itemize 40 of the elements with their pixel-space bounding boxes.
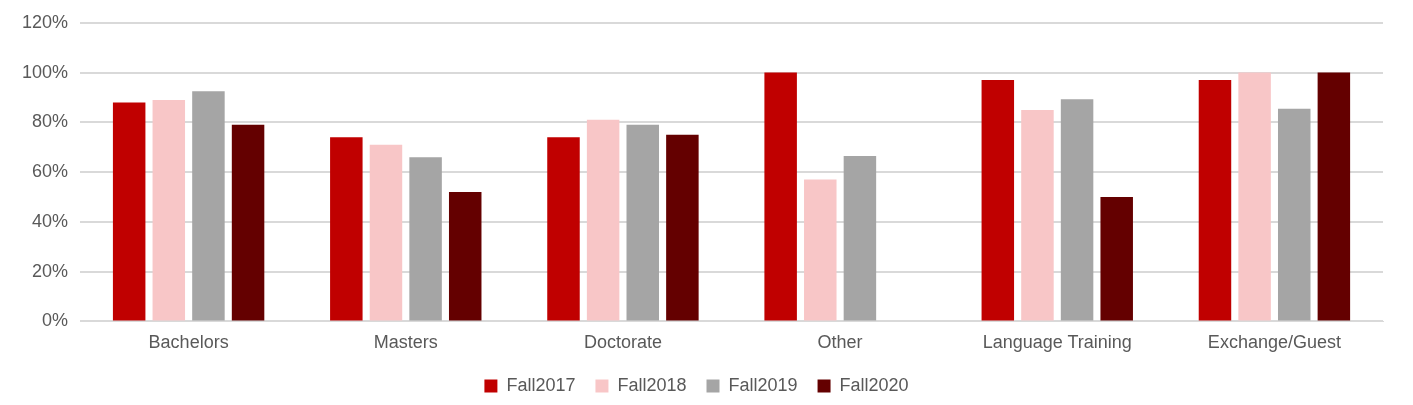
bar <box>369 144 403 321</box>
bar <box>231 124 265 321</box>
x-tick-label: Doctorate <box>583 332 662 353</box>
bar <box>981 80 1015 321</box>
bar <box>1021 109 1054 321</box>
bar <box>666 134 699 321</box>
bar <box>1060 99 1094 321</box>
y-tick-label: 100% <box>21 61 69 82</box>
bar <box>409 157 442 321</box>
y-tick-label: 20% <box>32 260 69 281</box>
bar <box>1198 80 1232 321</box>
legend-label: Fall2020 <box>839 374 909 395</box>
x-tick-label: Other <box>817 332 863 353</box>
bar <box>626 124 659 321</box>
y-tick-label: 80% <box>32 111 69 132</box>
bar <box>448 192 482 321</box>
bar <box>192 91 225 321</box>
bar <box>1100 196 1133 321</box>
bar <box>1238 72 1271 321</box>
bar <box>547 137 580 321</box>
bar <box>764 72 797 321</box>
y-tick-label: 0% <box>42 310 69 331</box>
legend-label: Fall2017 <box>506 374 576 395</box>
y-tick-label: 60% <box>32 161 69 182</box>
bar <box>1277 108 1311 321</box>
x-tick-label: Masters <box>373 332 438 353</box>
bar <box>112 102 146 321</box>
bar <box>152 99 186 321</box>
y-tick-label: 40% <box>32 210 69 231</box>
x-tick-label: Exchange/Guest <box>1207 332 1341 353</box>
bar <box>843 155 877 321</box>
bar <box>330 137 363 321</box>
bar <box>586 119 620 321</box>
bar <box>1317 72 1351 321</box>
x-tick-label: Bachelors <box>148 332 229 353</box>
legend-label: Fall2019 <box>728 374 798 395</box>
legend-label: Fall2018 <box>617 374 687 395</box>
y-tick-label: 120% <box>21 11 69 32</box>
x-tick-label: Language Training <box>982 332 1132 353</box>
bar <box>804 179 837 321</box>
